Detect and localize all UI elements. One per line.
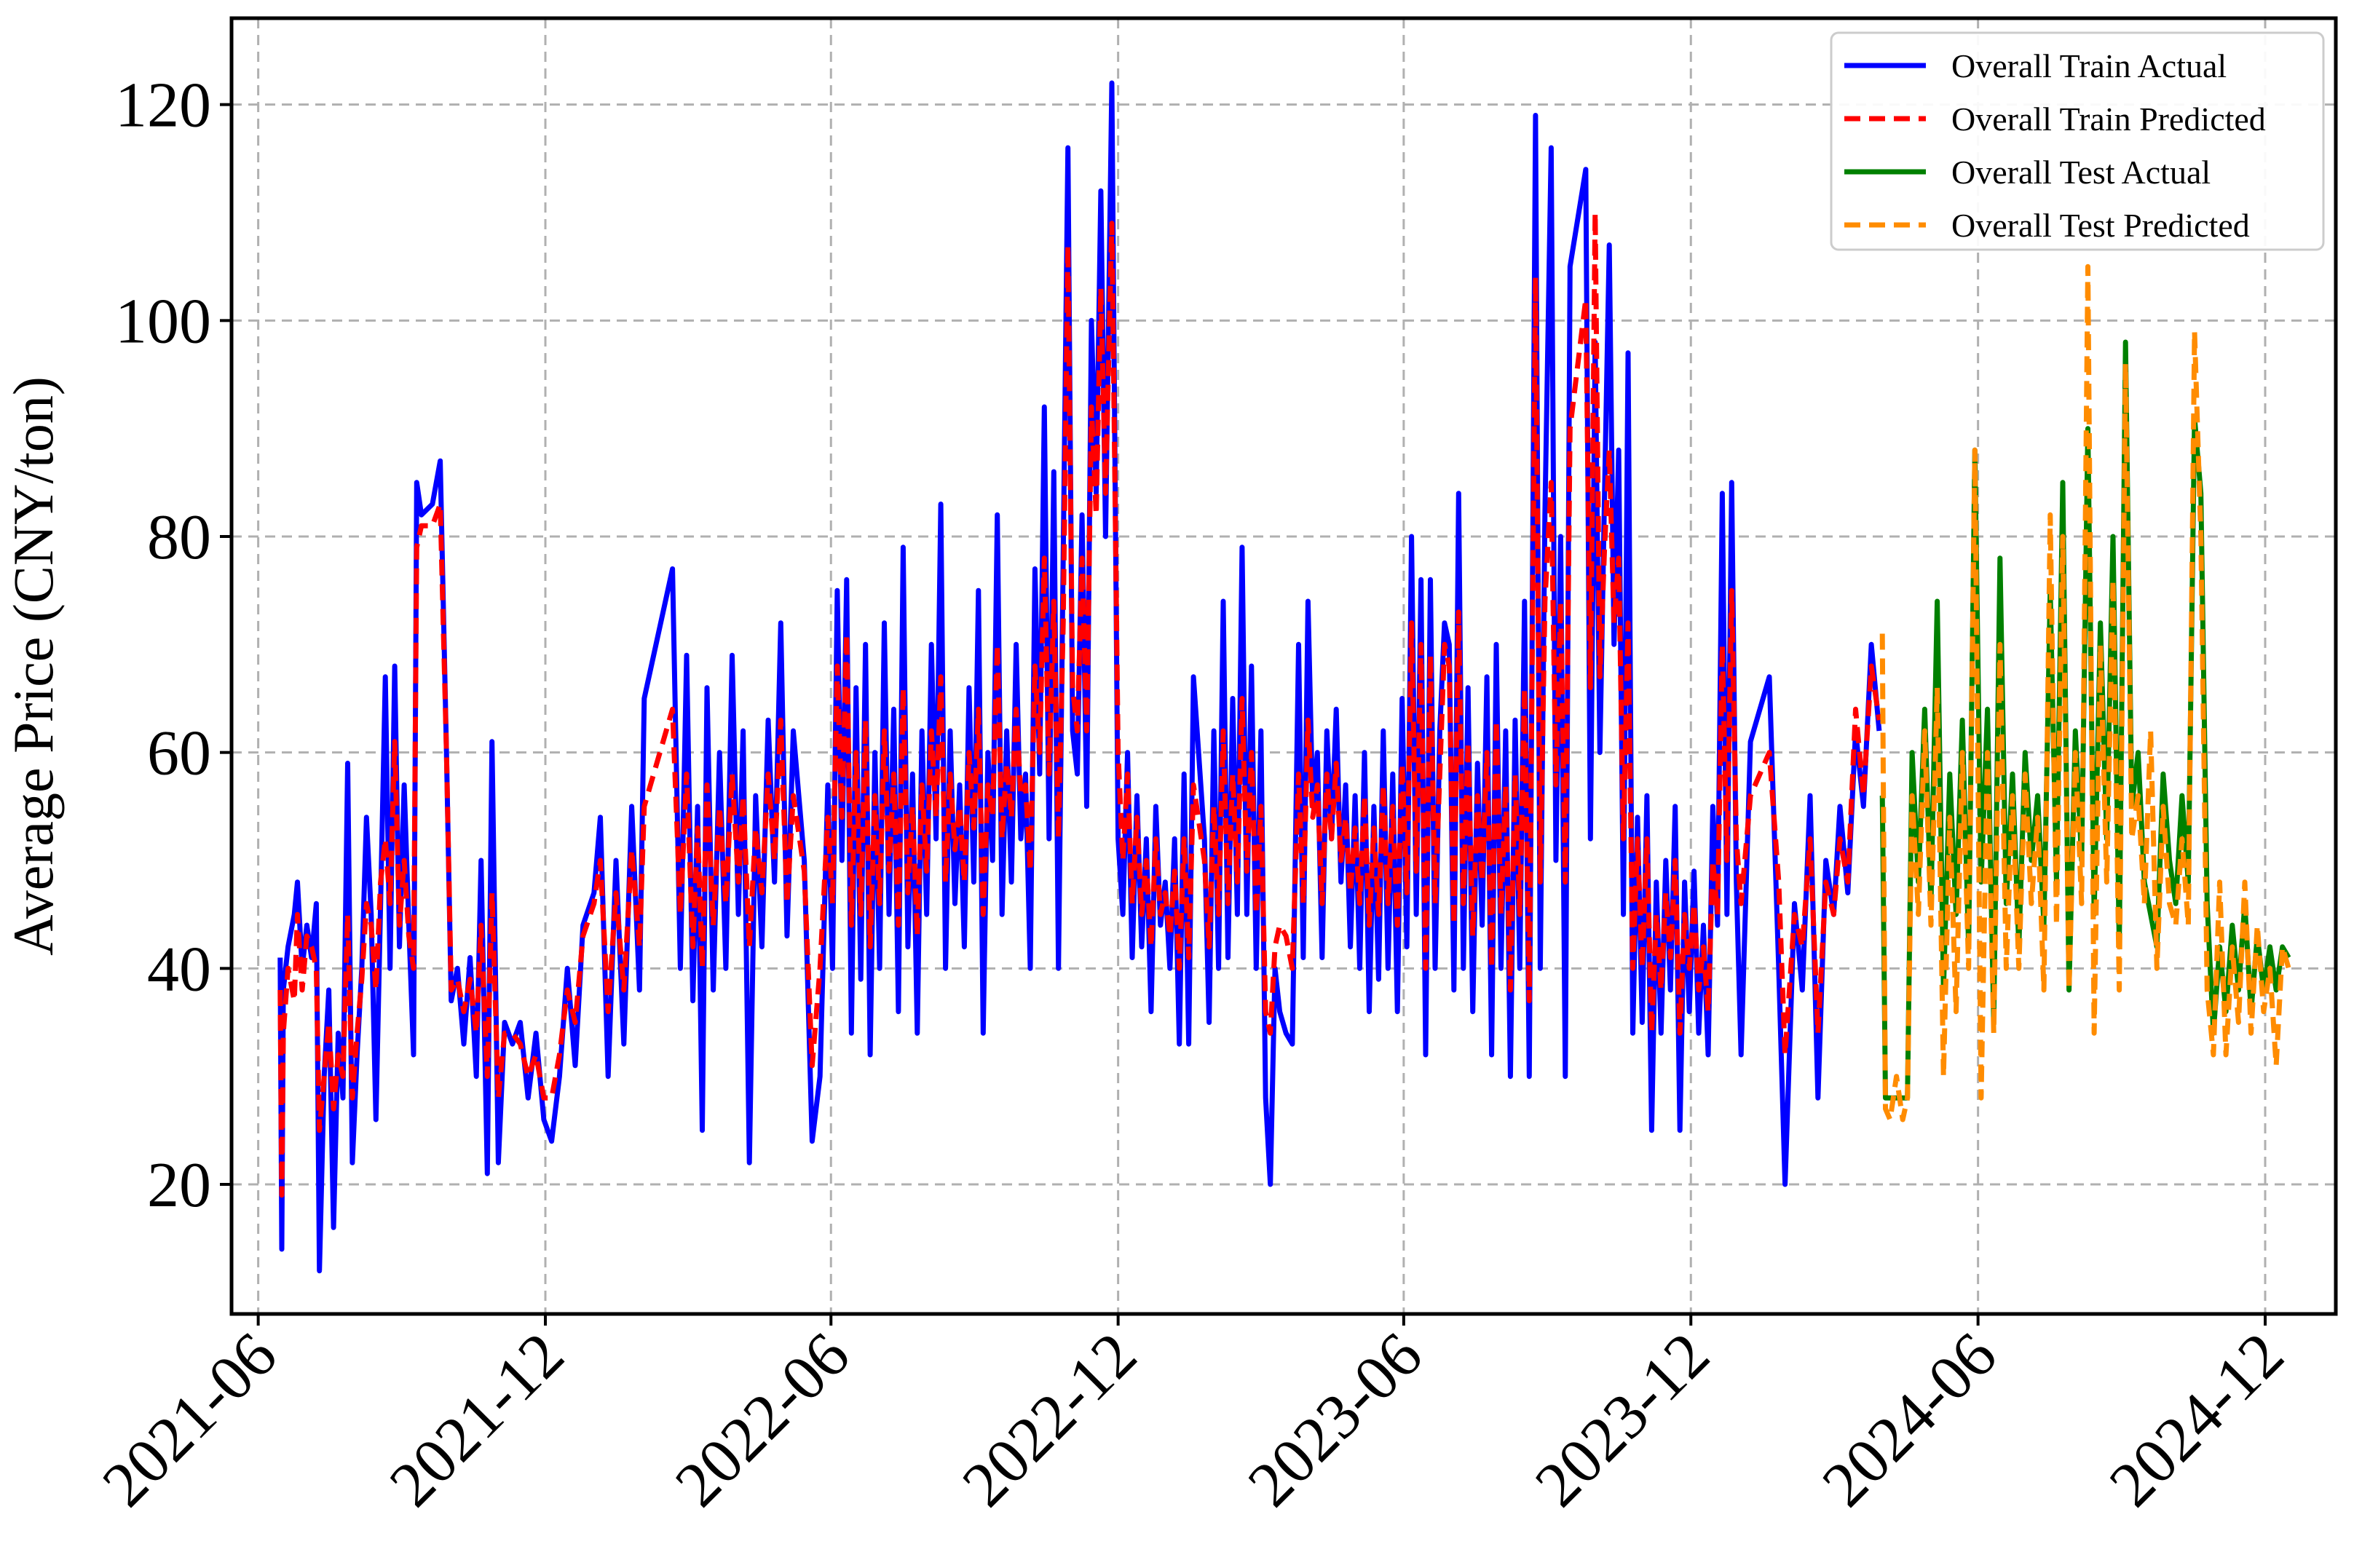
- y-tick-label-40: 40: [147, 934, 211, 1005]
- plot-frame: [229, 16, 2338, 1316]
- series-line-3: [1879, 339, 2291, 1101]
- x-tick-label-2021-12: 2021-12: [376, 1320, 577, 1521]
- x-axis: 2021-06 2021-12 2022-06 2022-12 2023-06 2023-…: [90, 1314, 2297, 1521]
- x-tick-label-2022-12: 2022-12: [949, 1320, 1150, 1521]
- series-line-4: [1879, 264, 2291, 1122]
- legend-label-1: Overall Train Actual: [1951, 47, 2227, 84]
- legend-label-2: Overall Train Predicted: [1951, 100, 2266, 138]
- x-tick-label-2024-06: 2024-06: [1809, 1320, 2010, 1521]
- series-layer: [277, 80, 2291, 1274]
- y-tick-label-60: 60: [147, 718, 211, 789]
- x-tick-label-2021-06: 2021-06: [90, 1320, 291, 1521]
- x-tick-label-2023-12: 2023-12: [1522, 1320, 1723, 1521]
- y-tick-label-20: 20: [147, 1150, 211, 1221]
- legend[interactable]: Overall Train Actual Overall Train Predic…: [1830, 31, 2325, 251]
- legend-label-3: Overall Test Actual: [1951, 154, 2211, 191]
- legend-box: [1830, 31, 2325, 251]
- series-line-2: [277, 210, 1882, 1198]
- y-tick-label-120: 120: [115, 71, 211, 141]
- y-axis-title: Average Price (CNY/ton): [1, 376, 65, 956]
- y-axis: 20 40 60 80 100 120: [115, 71, 232, 1221]
- x-tick-label-2023-06: 2023-06: [1235, 1320, 1436, 1521]
- x-tick-label-2022-06: 2022-06: [662, 1320, 863, 1521]
- x-tick-label-2024-12: 2024-12: [2096, 1320, 2297, 1521]
- y-tick-label-80: 80: [147, 502, 211, 573]
- y-tick-label-100: 100: [115, 286, 211, 357]
- legend-label-4: Overall Test Predicted: [1951, 207, 2250, 244]
